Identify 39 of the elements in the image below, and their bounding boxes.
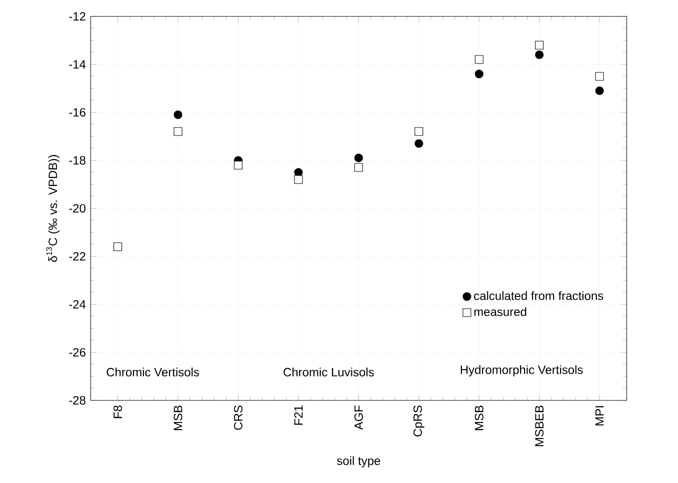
y-tick-label: -26 — [69, 348, 86, 357]
x-tick-label: CpRS — [413, 406, 424, 436]
x-tick-label: F21 — [294, 406, 303, 425]
annotation: Chromic Luvisols — [284, 368, 374, 376]
x-tick-label: MSBEB — [535, 406, 544, 446]
y-tick-label: -12 — [69, 12, 86, 21]
annotation: Hydromorphic Vertisols — [460, 365, 583, 376]
x-tick-label: MSB — [474, 406, 484, 430]
point — [354, 163, 363, 172]
x-tick-label: CRS — [234, 406, 242, 430]
x-tick-label: MPI — [595, 406, 604, 426]
point — [234, 160, 242, 170]
point — [174, 127, 182, 136]
point — [474, 70, 484, 78]
point — [595, 86, 604, 96]
point — [354, 154, 363, 162]
point — [414, 127, 424, 136]
annotation: Chromic Vertisols — [106, 368, 200, 376]
x-tick-label: AGF — [354, 406, 363, 430]
point — [535, 40, 544, 50]
x-tick-label: MSB — [174, 406, 182, 430]
y-tick-label: -22 — [69, 252, 86, 261]
y-tick-label: -24 — [69, 300, 86, 309]
y-tick-label: -28 — [69, 396, 86, 405]
point — [414, 139, 424, 148]
x-axis-title: soil type — [336, 456, 380, 468]
point — [595, 72, 604, 81]
point — [535, 50, 544, 60]
point — [294, 175, 303, 184]
y-axis-title: δ$^{13}$C (‰ vs. VPDB)) — [46, 155, 60, 262]
point — [174, 110, 182, 120]
legend-label: measured — [474, 307, 526, 316]
legend-label: calculated from fractions — [474, 291, 604, 300]
y-tick-label: -20 — [69, 204, 86, 213]
y-tick-label: -18 — [69, 156, 86, 165]
point — [474, 55, 484, 64]
y-tick-label: -14 — [69, 60, 86, 68]
x-tick-label: F8 — [114, 406, 122, 418]
y-tick-label: -16 — [69, 108, 86, 117]
